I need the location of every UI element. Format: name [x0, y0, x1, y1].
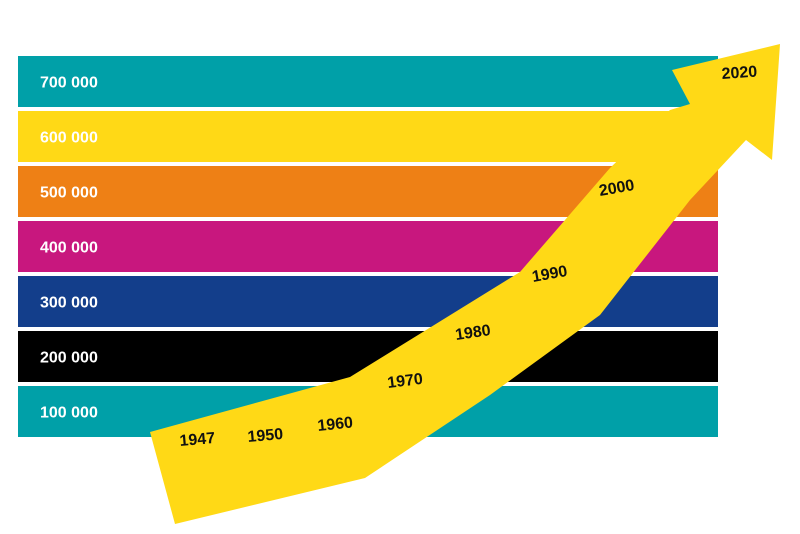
- band-label-300000: 300 000: [40, 295, 98, 312]
- band-700000: [18, 56, 718, 107]
- year-label-1980: 1980: [454, 322, 492, 344]
- year-label-2000: 2000: [598, 177, 636, 200]
- year-label-1970: 1970: [386, 371, 424, 392]
- year-label-1960: 1960: [317, 414, 354, 435]
- band-label-200000: 200 000: [40, 350, 98, 367]
- band-label-500000: 500 000: [40, 185, 98, 202]
- value-bands: 700 000 600 000 500 000 400 000 300 000 200 0…: [18, 56, 718, 437]
- year-label-2020: 2020: [721, 64, 758, 83]
- year-label-1950: 1950: [247, 426, 284, 446]
- band-label-600000: 600 000: [40, 130, 98, 147]
- year-label-1990: 1990: [531, 263, 569, 286]
- year-label-1947: 1947: [179, 430, 216, 450]
- growth-arrow-layer: [150, 44, 780, 524]
- year-labels: 1947 1950 1960 1970 1980 1990 2000 2020: [179, 64, 758, 450]
- band-label-100000: 100 000: [40, 405, 98, 422]
- band-label-400000: 400 000: [40, 240, 98, 257]
- band-600000: [18, 111, 718, 162]
- growth-arrow: [150, 44, 780, 524]
- band-label-700000: 700 000: [40, 75, 98, 92]
